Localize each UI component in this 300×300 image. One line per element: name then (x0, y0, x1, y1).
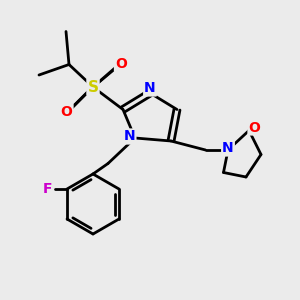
Text: O: O (115, 57, 127, 71)
Text: O: O (248, 121, 260, 134)
Text: N: N (144, 82, 156, 95)
Text: N: N (124, 130, 135, 143)
Text: S: S (88, 80, 98, 94)
Text: F: F (43, 182, 52, 196)
Text: N: N (222, 142, 234, 155)
Text: O: O (61, 105, 73, 118)
